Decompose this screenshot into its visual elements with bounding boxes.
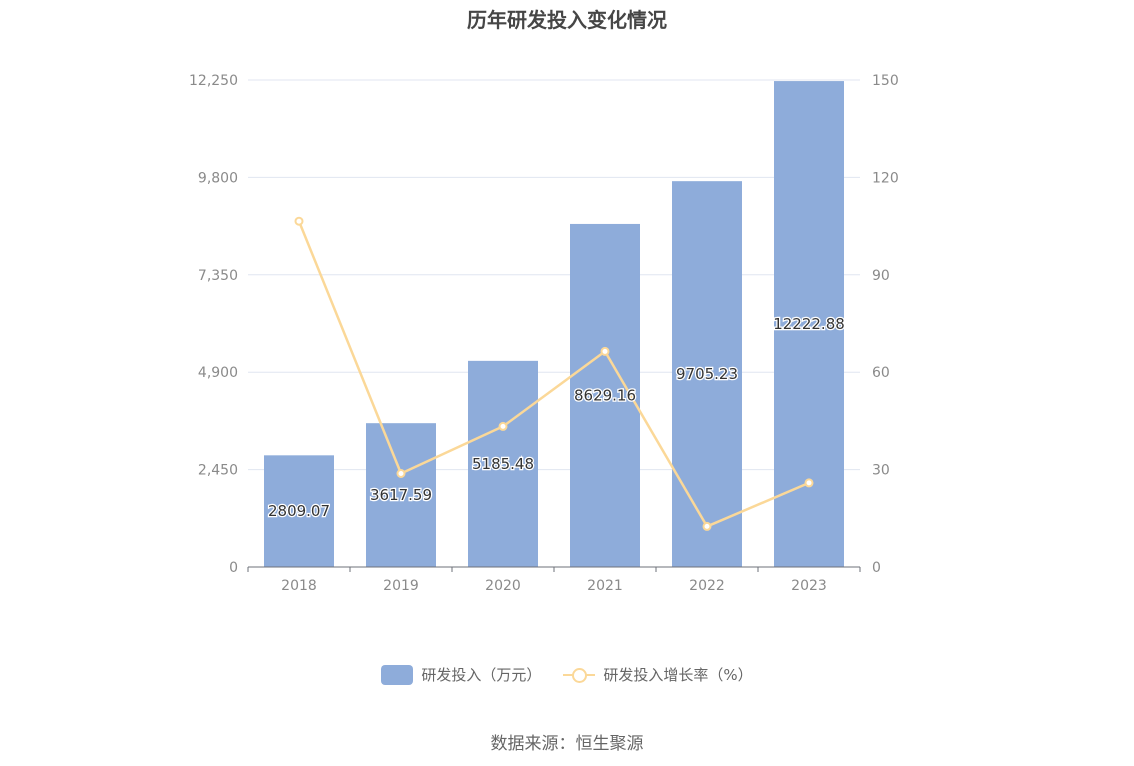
x-tick-label: 2022 (689, 578, 725, 594)
x-tick-label: 2021 (587, 578, 623, 594)
growth-rate-point (396, 468, 406, 478)
bar (468, 360, 538, 567)
y-right-tick-label: 90 (872, 268, 890, 284)
legend-item-rd-investment[interactable]: 研发投入（万元） (381, 664, 541, 685)
legend-line-swatch (563, 665, 596, 685)
bar-value-label: 3617.59 (370, 486, 432, 504)
y-left-tick-label: 12,250 (189, 73, 238, 89)
x-tick-label: 2020 (485, 578, 521, 594)
y-left-tick-label: 7,350 (198, 268, 238, 284)
y-left-tick-label: 4,900 (198, 365, 238, 381)
y-right-tick-label: 0 (872, 560, 881, 576)
growth-rate-point (498, 421, 508, 431)
legend: 研发投入（万元） 研发投入增长率（%） (0, 664, 1134, 685)
bar (672, 181, 742, 567)
growth-rate-point (600, 346, 610, 356)
growth-rate-point (702, 521, 712, 531)
bar (264, 455, 334, 567)
x-tick-label: 2023 (791, 578, 827, 594)
bar-value-label: 2809.07 (268, 502, 330, 520)
growth-rate-line (297, 220, 810, 528)
legend-item-growth-rate[interactable]: 研发投入增长率（%） (563, 664, 753, 685)
growth-rate-point (804, 478, 814, 488)
legend-label-growth-rate: 研发投入增长率（%） (603, 666, 753, 684)
bar (366, 423, 436, 567)
y-left-tick-label: 9,800 (198, 170, 238, 186)
axes: 0 2,450 4,900 7,350 9,800 12,250 0 30 60 90 120 150… (189, 73, 899, 594)
bar-value-label: 9705.23 (676, 365, 738, 383)
y-right-tick-label: 30 (872, 463, 890, 479)
bar-value-label: 8629.16 (574, 386, 636, 404)
y-left-tick-label: 0 (229, 560, 238, 576)
growth-rate-point (294, 216, 304, 226)
bar (570, 223, 640, 567)
y-right-tick-label: 120 (872, 170, 899, 186)
bar-value-label: 5185.48 (472, 455, 534, 473)
legend-bar-swatch (381, 664, 414, 685)
bars (264, 81, 844, 567)
y-right-tick-label: 60 (872, 365, 890, 381)
grid-lines (248, 79, 860, 471)
legend-label-rd-investment: 研发投入（万元） (421, 666, 542, 684)
data-source: 数据来源：恒生聚源 (490, 734, 644, 754)
y-left-tick-label: 2,450 (198, 463, 238, 479)
y-right-tick-label: 150 (872, 73, 899, 89)
chart-title: 历年研发投入变化情况 (467, 8, 667, 32)
growth-line (294, 216, 814, 531)
bar-value-label: 12222.88 (773, 315, 845, 333)
data-labels: 2809.07 3617.59 5185.48 8629.16 9705.23 12222… (267, 314, 846, 522)
x-tick-label: 2019 (383, 578, 419, 594)
x-tick-label: 2018 (281, 578, 317, 594)
